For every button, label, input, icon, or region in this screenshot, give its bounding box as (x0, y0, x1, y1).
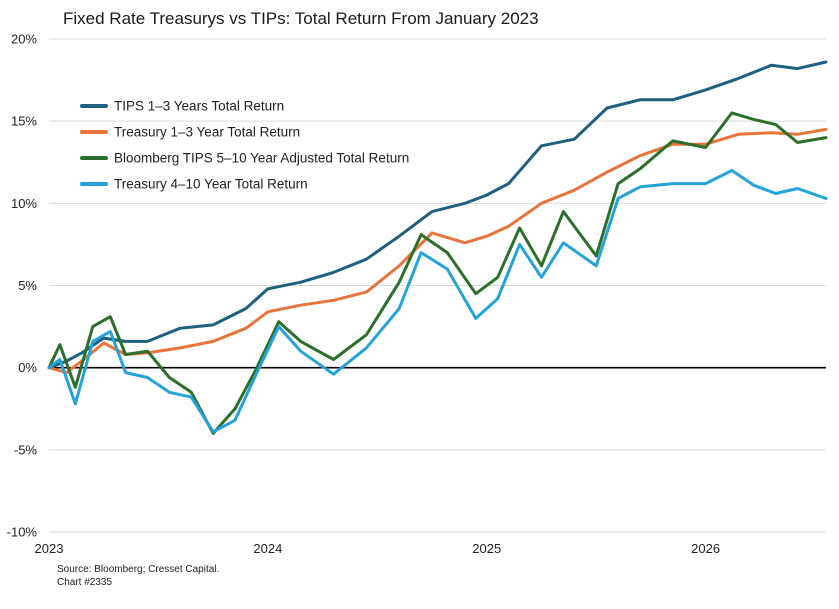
legend: TIPS 1–3 Years Total Return Treasury 1–3 … (80, 99, 409, 192)
y-tick-label: 20% (11, 32, 37, 47)
y-tick-label: -10% (7, 525, 38, 540)
series-line-1 (47, 60, 828, 370)
legend-label: Treasury 1–3 Year Total Return (114, 125, 300, 140)
y-tick-label: 10% (11, 196, 37, 211)
y-tick-label: 0% (18, 360, 37, 375)
x-tick-label: 2025 (472, 541, 501, 556)
y-tick-label: -5% (14, 442, 38, 457)
x-tick-label: 2023 (35, 541, 64, 556)
legend-label: TIPS 1–3 Years Total Return (114, 99, 284, 114)
x-tick-label: 2026 (691, 541, 720, 556)
y-tick-label: 5% (18, 278, 37, 293)
source-text: Source: Bloomberg; Cresset Capital. (57, 564, 220, 575)
chart-number: Chart #2335 (57, 577, 113, 588)
series-line-4 (47, 169, 828, 434)
chart-title: Fixed Rate Treasurys vs TIPs: Total Retu… (63, 9, 539, 28)
x-tick-label: 2024 (253, 541, 282, 556)
grid-layer (49, 38, 826, 533)
legend-label: Treasury 4–10 Year Total Return (114, 177, 308, 192)
axis-layer: -10% -5% 0% 5% 10% 15% 20% 2023 2024 2025 2026 (7, 32, 720, 557)
legend-label: Bloomberg TIPS 5–10 Year Adjusted Total … (114, 151, 409, 166)
series-line-3 (47, 111, 828, 435)
series-layer (47, 60, 828, 435)
y-tick-label: 15% (11, 114, 37, 129)
source-note: Source: Bloomberg; Cresset Capital. Char… (57, 563, 219, 589)
series-line-2 (47, 127, 828, 375)
